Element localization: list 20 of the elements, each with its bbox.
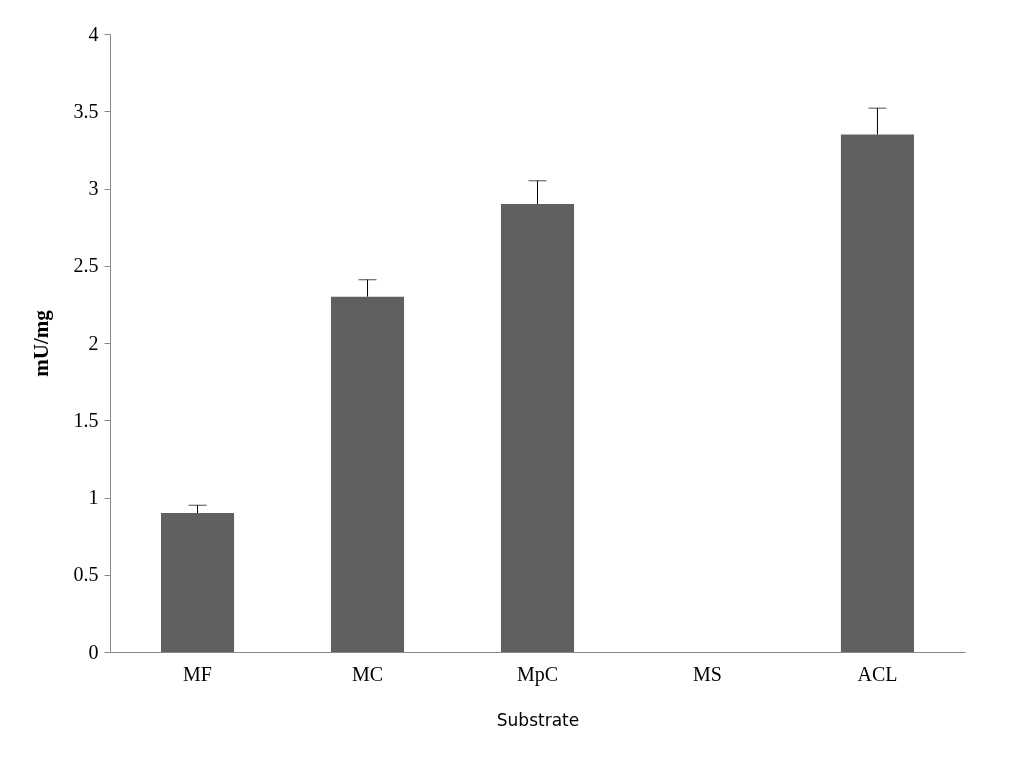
x-axis-title: Substrate bbox=[496, 709, 580, 730]
y-tick-label: 1.5 bbox=[73, 408, 99, 431]
x-tick-label: MpC bbox=[516, 662, 559, 686]
bar bbox=[330, 296, 405, 652]
y-tick-label: 3.5 bbox=[73, 99, 99, 122]
y-tick-label: 2.5 bbox=[73, 254, 99, 277]
bar bbox=[500, 203, 575, 652]
bar bbox=[160, 512, 235, 652]
y-axis-title: mU/mg bbox=[28, 309, 53, 377]
x-tick-label: ACL bbox=[857, 662, 898, 685]
y-tick-label: 2 bbox=[88, 331, 99, 354]
x-tick-label: MC bbox=[351, 662, 384, 685]
x-tick-label: MS bbox=[693, 662, 722, 685]
y-tick-label: 1 bbox=[88, 486, 99, 508]
x-tick-label: MF bbox=[183, 662, 212, 685]
y-tick-label: 0 bbox=[88, 640, 99, 663]
y-tick-label: 3 bbox=[88, 177, 99, 199]
bar bbox=[840, 134, 915, 652]
y-tick-label: 4 bbox=[88, 22, 99, 45]
y-tick-label: 0.5 bbox=[73, 563, 99, 586]
